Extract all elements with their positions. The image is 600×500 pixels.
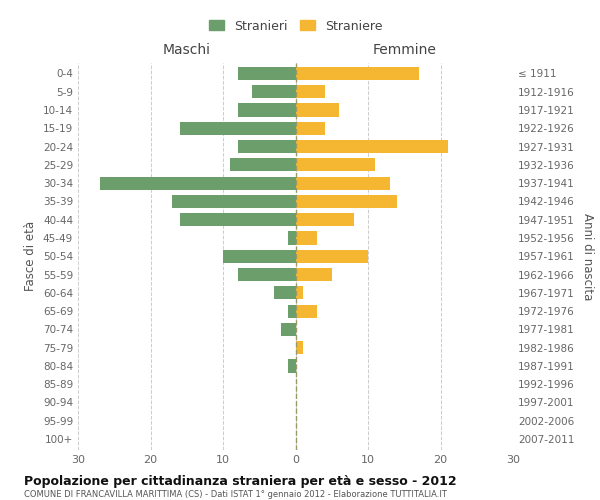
- Bar: [179, 213, 296, 226]
- Bar: [296, 304, 317, 318]
- Bar: [296, 286, 303, 300]
- Bar: [252, 85, 296, 98]
- Bar: [288, 304, 296, 318]
- Bar: [288, 360, 296, 372]
- Bar: [296, 158, 375, 172]
- Bar: [296, 232, 317, 244]
- Bar: [296, 104, 339, 117]
- Bar: [100, 176, 296, 190]
- Bar: [296, 341, 303, 354]
- Bar: [296, 67, 419, 80]
- Bar: [296, 140, 448, 153]
- Bar: [172, 195, 296, 208]
- Bar: [288, 232, 296, 244]
- Bar: [274, 286, 296, 300]
- Bar: [296, 85, 325, 98]
- Bar: [296, 250, 368, 263]
- Bar: [238, 67, 296, 80]
- Bar: [223, 250, 296, 263]
- Bar: [296, 176, 390, 190]
- Text: COMUNE DI FRANCAVILLA MARITTIMA (CS) - Dati ISTAT 1° gennaio 2012 - Elaborazione: COMUNE DI FRANCAVILLA MARITTIMA (CS) - D…: [24, 490, 447, 499]
- Bar: [296, 122, 325, 135]
- Bar: [179, 122, 296, 135]
- Bar: [281, 323, 296, 336]
- Legend: Stranieri, Straniere: Stranieri, Straniere: [204, 14, 387, 38]
- Bar: [296, 268, 332, 281]
- Text: Femmine: Femmine: [373, 43, 436, 57]
- Y-axis label: Anni di nascita: Anni di nascita: [581, 212, 594, 300]
- Bar: [238, 104, 296, 117]
- Bar: [238, 140, 296, 153]
- Text: Maschi: Maschi: [163, 43, 211, 57]
- Bar: [238, 268, 296, 281]
- Text: Popolazione per cittadinanza straniera per età e sesso - 2012: Popolazione per cittadinanza straniera p…: [24, 474, 457, 488]
- Bar: [296, 213, 353, 226]
- Bar: [296, 195, 397, 208]
- Bar: [230, 158, 296, 172]
- Y-axis label: Fasce di età: Fasce di età: [25, 221, 37, 292]
